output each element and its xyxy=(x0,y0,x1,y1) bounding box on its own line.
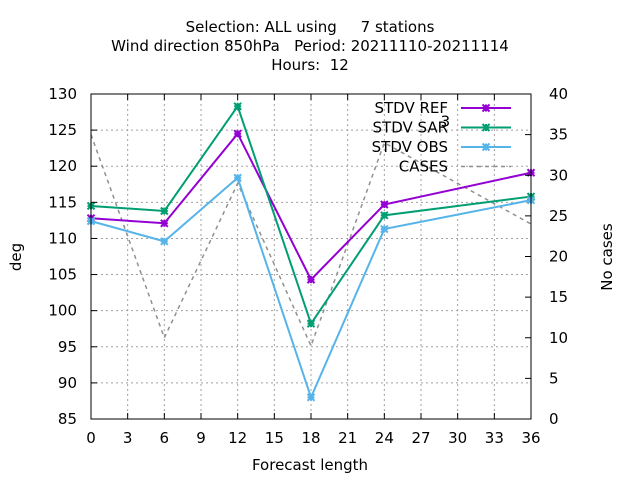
y-tick-label: 90 xyxy=(58,374,77,392)
y-tick-label: 120 xyxy=(48,157,77,175)
x-axis-label: Forecast length xyxy=(252,456,368,474)
legend-label: STDV REF xyxy=(374,99,448,117)
y2-tick-label: 40 xyxy=(549,85,568,103)
x-tick-label: 6 xyxy=(160,429,170,447)
y2-tick-label: 30 xyxy=(549,166,568,184)
data-point xyxy=(233,102,242,111)
x-tick-label: 21 xyxy=(338,429,357,447)
chart-title-line-3: Hours: 12 xyxy=(271,56,349,74)
chart-title-line-1: Selection: ALL using 7 stations xyxy=(186,18,435,36)
x-tick-label: 33 xyxy=(485,429,504,447)
y-tick-label: 130 xyxy=(48,85,77,103)
series-line-stdv-ref xyxy=(90,131,532,282)
legend-label: STDV SAR xyxy=(373,119,448,137)
x-tick-label: 12 xyxy=(228,429,247,447)
data-point xyxy=(380,200,389,209)
y-tick-label: 95 xyxy=(58,338,77,356)
data-point xyxy=(306,275,316,284)
legend-marker xyxy=(481,142,491,152)
y2-axis-label: No cases xyxy=(598,223,616,291)
x-tick-label: 24 xyxy=(375,429,394,447)
grid-lines xyxy=(91,94,531,419)
x-tick-label: 15 xyxy=(265,429,284,447)
y-axis-label: deg xyxy=(7,243,25,271)
x-tick-label: 3 xyxy=(123,429,133,447)
legend-marker xyxy=(481,103,491,113)
y2-tick-label: 15 xyxy=(549,288,568,306)
chart-title-line-2: Wind direction 850hPa Period: 20211110-2… xyxy=(111,37,509,55)
x-tick-label: 36 xyxy=(521,429,540,447)
data-point xyxy=(160,206,169,216)
y2-tick-label: 20 xyxy=(549,248,568,266)
y-tick-label: 115 xyxy=(48,193,77,211)
y2-tick-label: 5 xyxy=(549,369,559,387)
axis-ticks: 0 3 6 9 12 15 18 21 24 27 30 33 36859095100105110115… xyxy=(48,85,568,447)
series-line-stdv-sar xyxy=(90,104,532,326)
x-tick-label: 27 xyxy=(411,429,430,447)
data-point xyxy=(380,224,389,234)
y-tick-label: 100 xyxy=(48,302,77,320)
data-point xyxy=(233,173,242,182)
data-point xyxy=(233,129,242,138)
data-point xyxy=(306,393,316,402)
legend-label: STDV OBS xyxy=(372,138,448,156)
legend-marker xyxy=(481,123,491,132)
chart-annotation: 3 xyxy=(441,112,451,130)
y-tick-label: 85 xyxy=(58,410,77,428)
data-point xyxy=(380,211,389,220)
data-point xyxy=(160,237,169,246)
series-line-stdv-obs xyxy=(90,176,532,401)
y2-tick-label: 25 xyxy=(549,207,568,225)
y-tick-label: 110 xyxy=(48,229,77,247)
y2-tick-label: 10 xyxy=(549,329,568,347)
series-line-cases xyxy=(90,134,532,348)
data-point xyxy=(160,219,169,228)
x-tick-label: 0 xyxy=(86,429,96,447)
x-tick-label: 9 xyxy=(196,429,206,447)
y2-tick-label: 35 xyxy=(549,126,568,144)
x-tick-label: 18 xyxy=(301,429,320,447)
y2-tick-label: 0 xyxy=(549,410,559,428)
x-tick-label: 30 xyxy=(448,429,467,447)
y-tick-label: 125 xyxy=(48,121,77,139)
legend-label: CASES xyxy=(399,158,448,176)
data-point xyxy=(306,319,316,328)
y-tick-label: 105 xyxy=(48,266,77,284)
